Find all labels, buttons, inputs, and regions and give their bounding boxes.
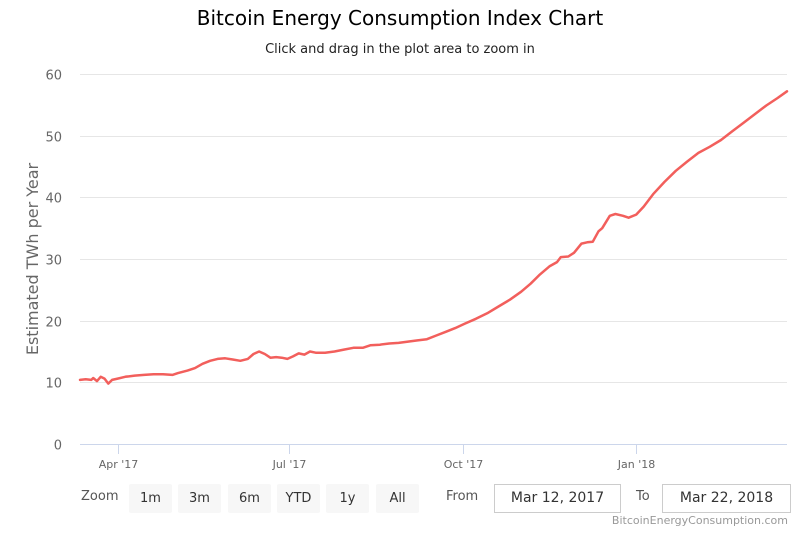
chart-title: Bitcoin Energy Consumption Index Chart: [196, 6, 604, 30]
x-tick-label: Apr '17: [99, 458, 139, 471]
zoom-1m-button[interactable]: 1m: [129, 484, 172, 513]
y-tick-label: 60: [45, 69, 62, 84]
y-axis-label: Estimated TWh per Year: [23, 162, 42, 355]
grid-lines: [80, 74, 787, 383]
to-label: To: [636, 489, 650, 504]
series[interactable]: [78, 90, 789, 385]
credit-link[interactable]: BitcoinEnergyConsumption.com: [611, 514, 788, 527]
y-tick-label: 30: [45, 254, 62, 269]
y-axis-ticks: 0 10 20 30 40 50 60: [45, 69, 62, 454]
zoom-label: Zoom: [81, 489, 119, 504]
x-axis: Apr '17 Jul '17 Oct '17 Jan '18: [80, 444, 787, 471]
zoom-6m-button[interactable]: 6m: [228, 484, 271, 513]
zoom-1y-button[interactable]: 1y: [326, 484, 369, 513]
y-tick-label: 10: [45, 377, 62, 392]
from-date-input[interactable]: Mar 12, 2017: [494, 484, 621, 513]
y-tick-label: 20: [45, 316, 62, 331]
y-tick-label: 0: [54, 439, 62, 454]
zoom-3m-button[interactable]: 3m: [178, 484, 221, 513]
y-tick-label: 50: [45, 131, 62, 146]
zoom-ytd-button[interactable]: YTD: [277, 484, 320, 513]
series-line[interactable]: [78, 90, 789, 385]
chart-subtitle: Click and drag in the plot area to zoom …: [265, 42, 535, 57]
y-tick-label: 40: [45, 192, 62, 207]
x-tick-label: Oct '17: [444, 458, 484, 471]
zoom-all-button[interactable]: All: [376, 484, 419, 513]
to-date-input[interactable]: Mar 22, 2018: [662, 484, 791, 513]
x-tick-label: Jul '17: [272, 458, 307, 471]
from-label: From: [446, 489, 479, 504]
x-tick-label: Jan '18: [617, 458, 655, 471]
